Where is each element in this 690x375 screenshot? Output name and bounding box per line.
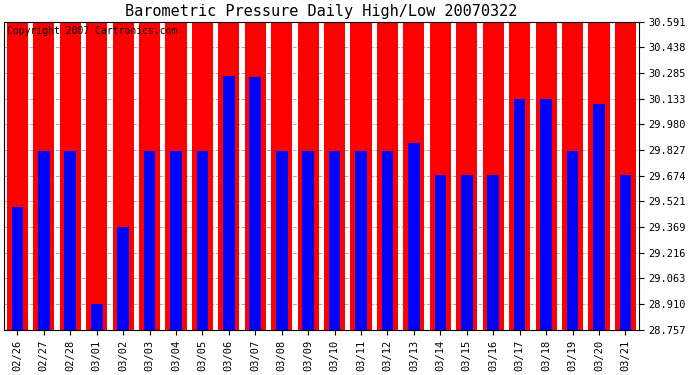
Bar <box>461 175 473 330</box>
Bar <box>514 99 526 330</box>
Bar <box>382 151 393 330</box>
Bar <box>166 0 186 330</box>
Bar <box>59 0 81 330</box>
Bar <box>302 151 314 330</box>
Bar <box>456 0 477 330</box>
Bar <box>430 0 451 330</box>
Bar <box>509 0 530 330</box>
Bar <box>33 0 55 330</box>
Bar <box>589 0 609 330</box>
Text: Copyright 2007 Cartronics.com: Copyright 2007 Cartronics.com <box>8 26 178 36</box>
Bar <box>351 0 372 330</box>
Bar <box>355 151 367 330</box>
Bar <box>223 76 235 330</box>
Bar <box>64 151 76 330</box>
Bar <box>197 151 208 330</box>
Bar <box>408 143 420 330</box>
Bar <box>615 0 636 330</box>
Bar <box>297 0 319 330</box>
Bar <box>271 0 293 330</box>
Bar <box>86 0 107 330</box>
Bar <box>329 151 340 330</box>
Bar <box>435 175 446 330</box>
Bar <box>117 227 129 330</box>
Title: Barometric Pressure Daily High/Low 20070322: Barometric Pressure Daily High/Low 20070… <box>125 4 518 19</box>
Bar <box>535 0 557 330</box>
Bar <box>562 0 583 330</box>
Bar <box>38 151 50 330</box>
Bar <box>192 0 213 330</box>
Bar <box>404 0 424 330</box>
Bar <box>170 151 181 330</box>
Bar <box>566 151 578 330</box>
Bar <box>144 151 155 330</box>
Bar <box>377 0 398 330</box>
Bar <box>12 207 23 330</box>
Bar <box>487 175 499 330</box>
Bar <box>276 151 288 330</box>
Bar <box>540 99 552 330</box>
Bar <box>7 0 28 330</box>
Bar <box>593 104 604 330</box>
Bar <box>139 0 160 330</box>
Bar <box>112 0 134 330</box>
Bar <box>91 304 103 330</box>
Bar <box>218 0 239 330</box>
Bar <box>324 0 345 330</box>
Bar <box>620 175 631 330</box>
Bar <box>245 0 266 330</box>
Bar <box>482 0 504 330</box>
Bar <box>250 77 261 330</box>
